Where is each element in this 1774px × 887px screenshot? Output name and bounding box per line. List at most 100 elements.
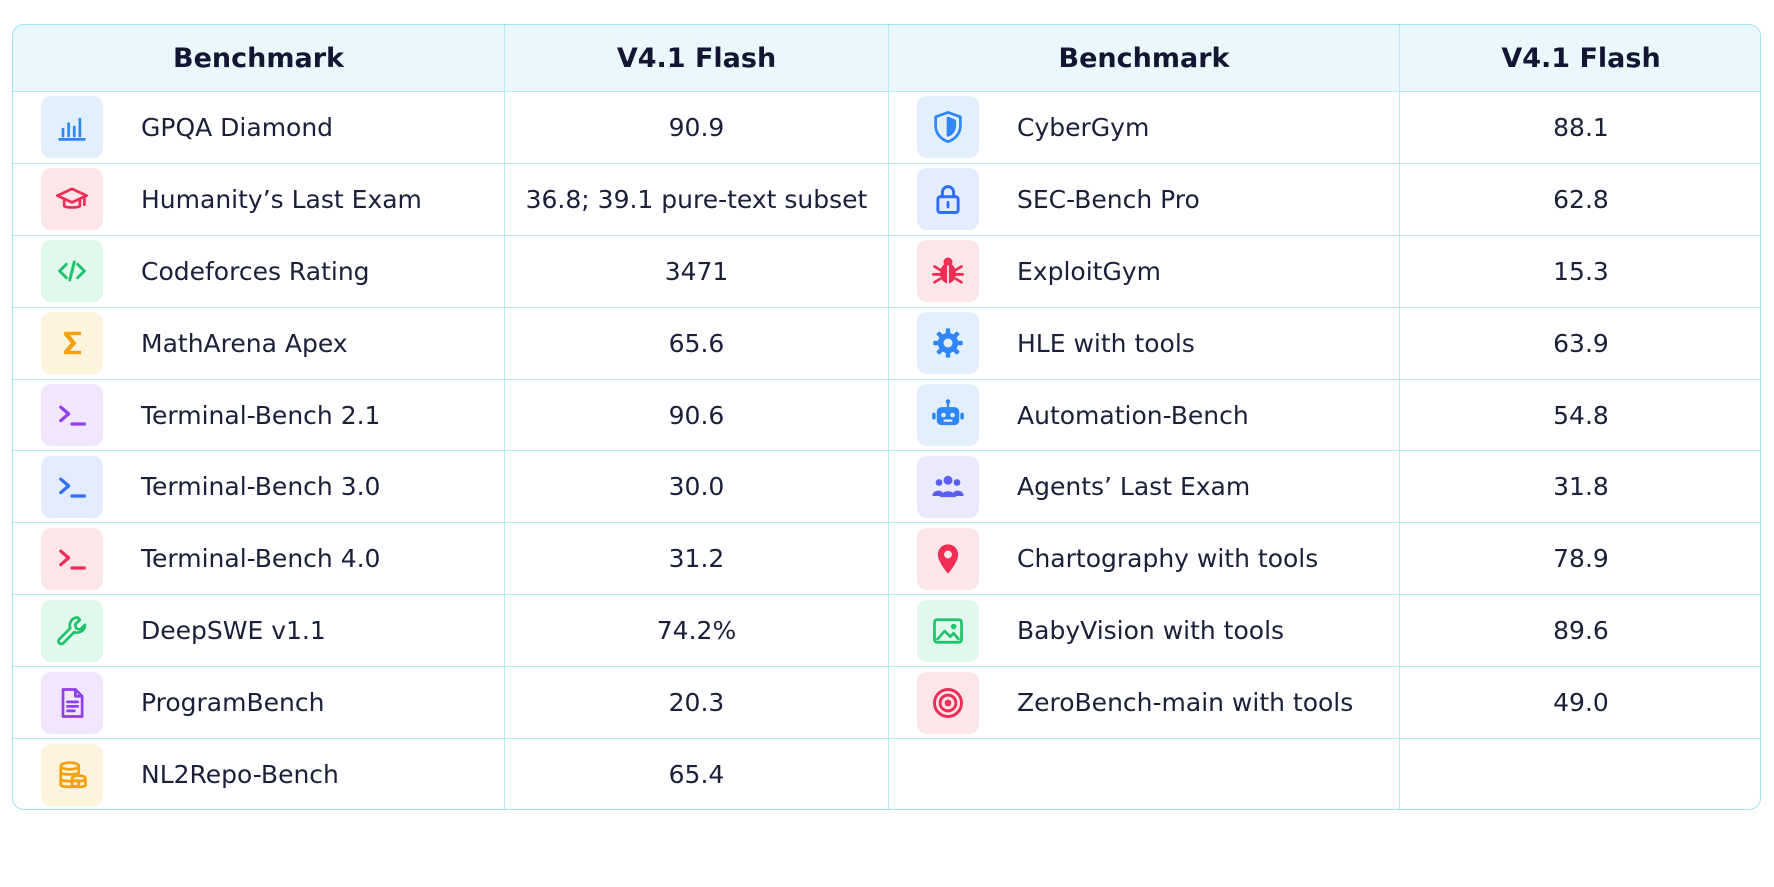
robot-icon [917, 384, 979, 446]
right-benchmark-cell: CyberGym [889, 92, 1400, 164]
benchmark-name-agents-last-exam: Agents’ Last Exam [1017, 472, 1251, 502]
right-score-cell: 89.6 [1400, 595, 1760, 668]
benchmark-name-chartography-with-tools: Chartography with tools [1017, 544, 1319, 574]
right-benchmark-cell: Agents’ Last Exam [889, 451, 1400, 524]
document-icon [41, 671, 103, 734]
wrench-icon [41, 599, 103, 662]
score-value: 88.1 [1553, 112, 1609, 142]
left-score-cell: 74.2% [505, 595, 889, 668]
right-benchmark-cell: ExploitGym [889, 235, 1400, 308]
code-brackets-icon [41, 240, 103, 303]
map-pin-icon [917, 527, 979, 590]
users-icon [917, 455, 979, 518]
right-score-cell [1400, 739, 1760, 809]
right-benchmark-cell: Automation-Bench [889, 379, 1400, 452]
left-score-cell: 65.6 [505, 307, 889, 380]
right-score-cell: 31.8 [1400, 451, 1760, 524]
right-score-cell: 49.0 [1400, 667, 1760, 740]
benchmark-name-codeforces-rating: Codeforces Rating [141, 256, 370, 286]
bar-chart-icon [41, 96, 103, 159]
right-benchmark-cell: Chartography with tools [889, 523, 1400, 596]
right-score-cell: 15.3 [1400, 236, 1760, 308]
right-score-cell: 54.8 [1400, 380, 1760, 452]
terminal-icon [41, 527, 103, 590]
score-value: 31.8 [1553, 472, 1609, 502]
right-benchmark-cell: HLE with tools [889, 307, 1400, 380]
benchmark-table: Benchmark V4.1 Flash Benchmark V4.1 Flas… [12, 24, 1761, 810]
score-value: 65.6 [668, 328, 725, 358]
left-benchmark-cell: Humanity’s Last Exam [13, 163, 505, 236]
left-score-cell: 36.8; 39.1 pure-text subset [505, 163, 889, 236]
benchmark-name-matharena-apex: MathArena Apex [141, 328, 348, 358]
score-value: 54.8 [1553, 400, 1609, 430]
benchmark-grid: Benchmark V4.1 Flash Benchmark V4.1 Flas… [13, 25, 1760, 809]
score-value: 90.6 [668, 400, 725, 430]
score-value: 63.9 [1553, 328, 1609, 358]
database-icon [41, 743, 103, 806]
benchmark-name-hle-with-tools: HLE with tools [1017, 328, 1195, 358]
benchmark-name-programbench: ProgramBench [141, 688, 325, 718]
benchmark-name-sec-bench-pro: SEC-Bench Pro [1017, 184, 1200, 214]
right-benchmark-cell: ZeroBench-main with tools [889, 667, 1400, 740]
gear-icon [917, 312, 979, 375]
score-value: 3471 [664, 256, 729, 286]
score-value: 49.0 [1553, 688, 1609, 718]
left-benchmark-cell: GPQA Diamond [13, 92, 505, 164]
sigma-icon [41, 312, 103, 375]
benchmark-name-automation-bench: Automation-Bench [1017, 400, 1249, 430]
header-left-benchmark: Benchmark [13, 25, 505, 92]
left-benchmark-cell: NL2Repo-Bench [13, 739, 505, 809]
right-score-cell: 62.8 [1400, 164, 1760, 236]
right-benchmark-cell: SEC-Bench Pro [889, 163, 1400, 236]
left-benchmark-cell: ProgramBench [13, 667, 505, 740]
benchmark-name-terminal-bench-4-0: Terminal-Bench 4.0 [141, 544, 381, 574]
benchmark-name-cybergym: CyberGym [1017, 112, 1150, 142]
left-benchmark-cell: Terminal-Bench 3.0 [13, 451, 505, 524]
score-value: 31.2 [668, 544, 725, 574]
header-right-score: V4.1 Flash [1400, 25, 1760, 92]
benchmark-name-terminal-bench-2-1: Terminal-Bench 2.1 [141, 400, 381, 430]
left-benchmark-cell: Codeforces Rating [13, 235, 505, 308]
benchmark-name-babyvision-with-tools: BabyVision with tools [1017, 616, 1285, 646]
left-score-cell: 30.0 [505, 451, 889, 524]
left-benchmark-cell: MathArena Apex [13, 307, 505, 380]
score-value: 62.8 [1553, 184, 1609, 214]
left-score-cell: 20.3 [505, 667, 889, 740]
left-benchmark-cell: Terminal-Bench 2.1 [13, 379, 505, 452]
left-benchmark-cell: Terminal-Bench 4.0 [13, 523, 505, 596]
score-value: 90.9 [668, 112, 725, 142]
header-right-benchmark: Benchmark [889, 25, 1400, 92]
benchmark-name-exploitgym: ExploitGym [1017, 256, 1161, 286]
benchmark-name-nl2repo-bench: NL2Repo-Bench [141, 760, 339, 790]
score-value: 36.8; 39.1 pure-text subset [525, 184, 868, 214]
graduation-cap-icon [41, 168, 103, 231]
benchmark-name-gpqa-diamond: GPQA Diamond [141, 112, 334, 142]
score-value: 30.0 [668, 472, 725, 502]
right-score-cell: 78.9 [1400, 523, 1760, 596]
left-score-cell: 90.6 [505, 379, 889, 452]
left-score-cell: 31.2 [505, 523, 889, 596]
terminal-icon [41, 384, 103, 446]
lock-icon [917, 168, 979, 231]
right-benchmark-cell: BabyVision with tools [889, 595, 1400, 668]
right-benchmark-cell [889, 739, 1400, 809]
left-score-cell: 3471 [505, 235, 889, 308]
benchmark-name-deepswe-v1-1: DeepSWE v1.1 [141, 616, 326, 646]
left-score-cell: 65.4 [505, 739, 889, 809]
right-score-cell: 63.9 [1400, 308, 1760, 380]
left-score-cell: 90.9 [505, 92, 889, 164]
score-value: 89.6 [1553, 616, 1609, 646]
score-value: 78.9 [1553, 544, 1609, 574]
benchmark-name-humanity-s-last-exam: Humanity’s Last Exam [141, 184, 422, 214]
bug-icon [917, 240, 979, 303]
benchmark-name-terminal-bench-3-0: Terminal-Bench 3.0 [141, 472, 381, 502]
target-icon [917, 671, 979, 734]
right-score-cell: 88.1 [1400, 92, 1760, 164]
benchmark-name-zerobench-main-with-tools: ZeroBench-main with tools [1017, 688, 1354, 718]
left-benchmark-cell: DeepSWE v1.1 [13, 595, 505, 668]
score-value: 15.3 [1553, 256, 1609, 286]
shield-icon [917, 96, 979, 159]
image-icon [917, 599, 979, 662]
header-left-score: V4.1 Flash [505, 25, 889, 92]
score-value: 65.4 [668, 760, 725, 790]
